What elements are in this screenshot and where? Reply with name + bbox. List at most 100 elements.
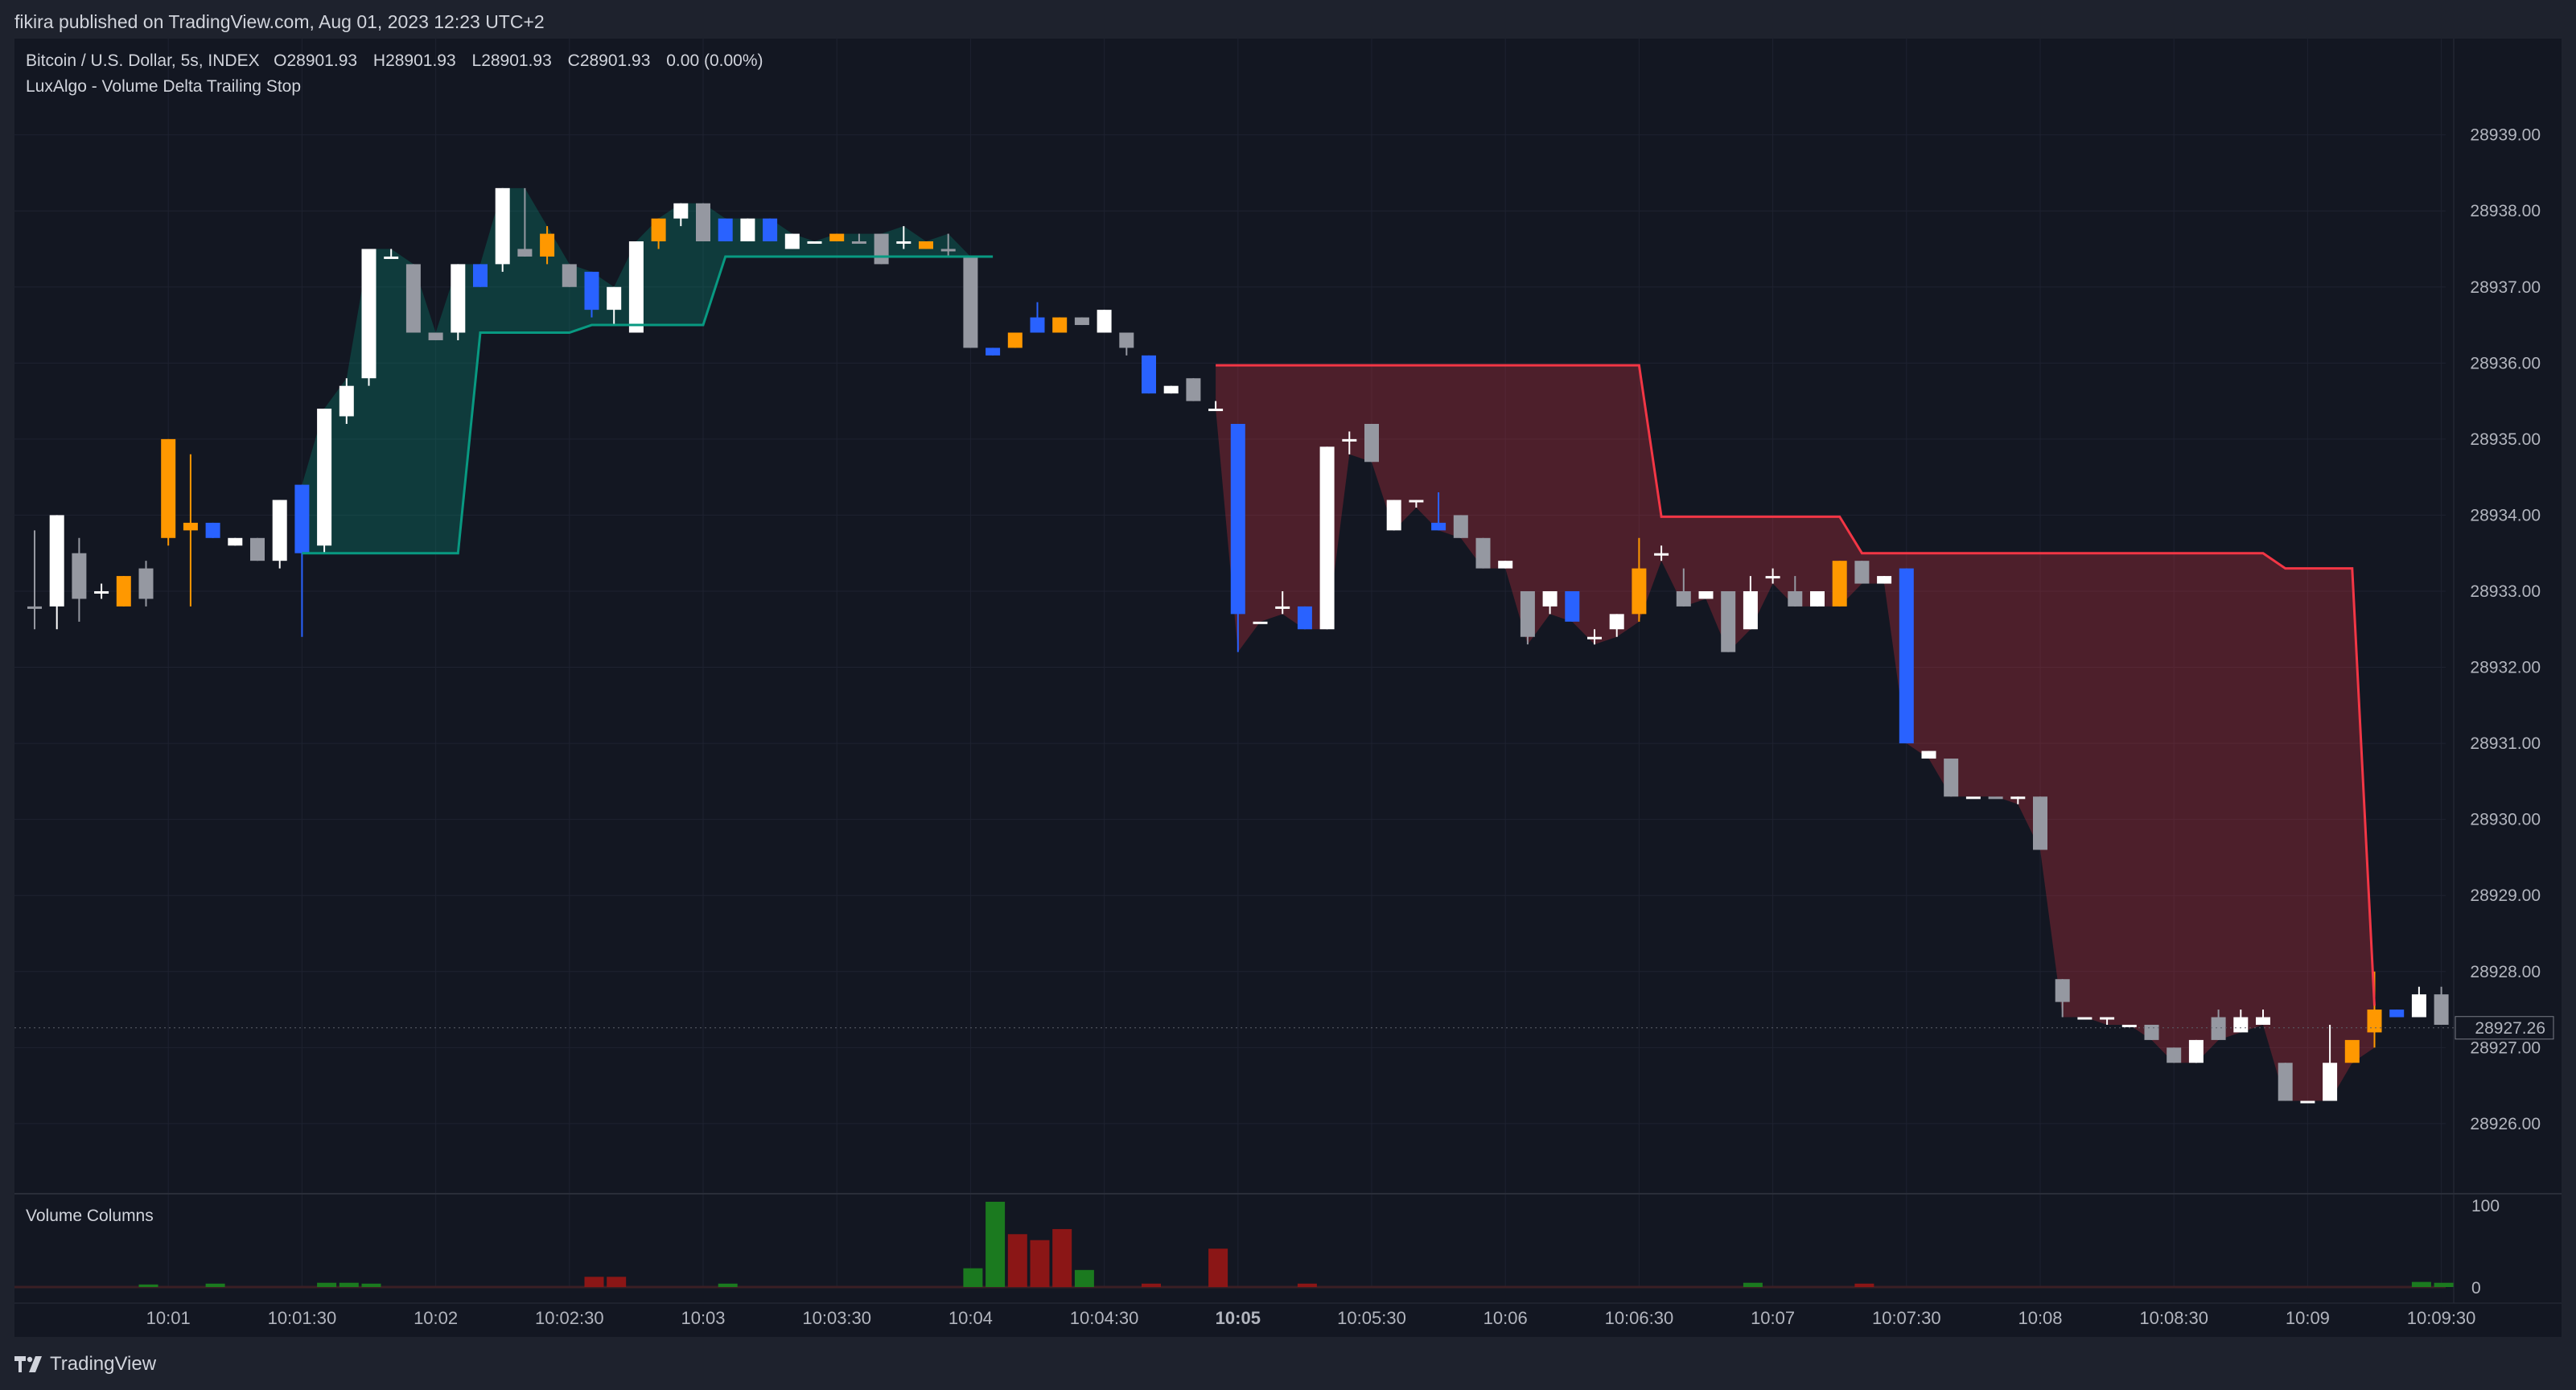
volume-column [2434,1282,2454,1287]
low-label: L [471,51,482,70]
candle-body [1542,590,1558,607]
price-tick-label: 28928.00 [2470,963,2541,981]
indicator-name[interactable]: LuxAlgo - Volume Delta Trailing Stop [26,77,302,96]
candle-body [628,241,644,333]
grid-lines [14,39,2562,1304]
publish-info: fikira published on TradingView.com, Aug… [14,11,545,32]
candle-body [851,241,866,245]
stop-fill-down [1216,365,2375,1101]
candle-body [361,249,377,379]
volume-column [963,1268,983,1287]
candle-body [495,187,510,265]
price-tick-label: 28929.00 [2470,886,2541,905]
candle-body [205,522,220,538]
volume-column [138,1284,158,1287]
volume-column [1142,1283,1161,1287]
symbol-name[interactable]: Bitcoin / U.S. Dollar, 5s, INDEX [26,51,260,70]
candle-body [1854,561,1870,584]
candle-body [1364,423,1379,463]
time-tick-label: 10:02:30 [535,1308,604,1328]
candle-body [2389,1010,2405,1018]
candle-body [517,249,533,257]
candle-body [451,264,466,333]
close-label: C [567,51,580,70]
price-tick-label: 28933.00 [2470,582,2541,601]
candle-body [2367,1010,2382,1033]
candle-body [1788,590,1803,607]
candle-body [116,576,131,607]
volume-column [986,1202,1006,1287]
candle-body [473,264,488,287]
volume-column [1297,1283,1317,1287]
time-tick-label: 10:09 [2286,1308,2330,1328]
volume-column [1743,1282,1763,1287]
candle-body [2434,994,2449,1025]
candle-body [1921,751,1936,759]
volume-column [1007,1234,1027,1287]
price-tick-label: 28932.00 [2470,659,2541,677]
candle-body [1832,561,1847,607]
candle-body [718,218,733,242]
candle-body [1453,515,1468,538]
candle-body [1520,590,1535,637]
time-axis[interactable]: 10:01 10:01:30 10:02 10:02:30 10:03 10:03:30 1… [146,1308,2476,1328]
candle-body [272,500,287,561]
candle-body [1342,438,1357,442]
close-value: 28901.93 [579,51,651,70]
candle-body [27,606,42,609]
price-axis[interactable]: 28939.00 28938.00 28937.00 28936.00 28935.00… [14,126,2554,1133]
candle-body [1431,522,1446,531]
candle-body [1609,614,1624,630]
volume-tick-zero: 0 [2471,1279,2481,1297]
volume-column [584,1277,604,1287]
candle-body [2055,979,2070,1002]
volume-column [718,1283,738,1287]
candle-body [1052,317,1068,333]
candle-body [1721,590,1736,652]
price-tick-label: 28934.00 [2470,506,2541,524]
candle-body [1319,446,1335,630]
open-value: 28901.93 [286,51,358,70]
volume-column [205,1283,225,1287]
volume-column [361,1283,381,1287]
candle-body [1965,796,1981,800]
candle-body [1208,409,1224,412]
volume-pane-title[interactable]: Volume Columns [26,1207,154,1225]
ohlc-legend: Bitcoin / U.S. Dollar, 5s, INDEX O28901.… [26,51,763,71]
candle-body [673,203,689,219]
candle-body [228,537,243,546]
candle-body [138,568,154,599]
candle-body [1654,553,1669,556]
price-tick-label: 28931.00 [2470,734,2541,753]
candle-body [874,233,889,265]
volume-column [317,1282,337,1287]
time-tick-label: 10:01:30 [268,1308,337,1328]
candle-body [428,332,443,340]
candle-body [1944,759,1959,797]
time-tick-label: 10:02 [414,1308,458,1328]
time-tick-label: 10:07:30 [1872,1308,1941,1328]
candle-body [740,218,755,242]
candle-body [2010,796,2026,800]
candle-body [562,264,577,287]
candle-body [49,515,64,607]
candle-body [829,233,845,242]
volume-column [339,1282,359,1287]
candle-body [1186,378,1201,401]
price-tick-label: 28927.00 [2470,1038,2541,1057]
candle-body [1877,576,1892,584]
candle-body [1230,423,1245,615]
candle-body [1498,561,1513,569]
change-value: 0.00 (0.00%) [666,51,763,70]
candle-body [161,438,176,538]
candle-body [1988,796,2003,800]
time-tick-label: 10:08 [2018,1308,2062,1328]
candle-body [2144,1024,2159,1040]
low-value: 28901.93 [481,51,552,70]
candle-body [1275,606,1290,609]
candle-body [384,256,399,259]
price-tick-label: 28937.00 [2470,278,2541,297]
candle-body [986,348,1001,356]
tradingview-brand[interactable]: TradingView [14,1353,156,1376]
